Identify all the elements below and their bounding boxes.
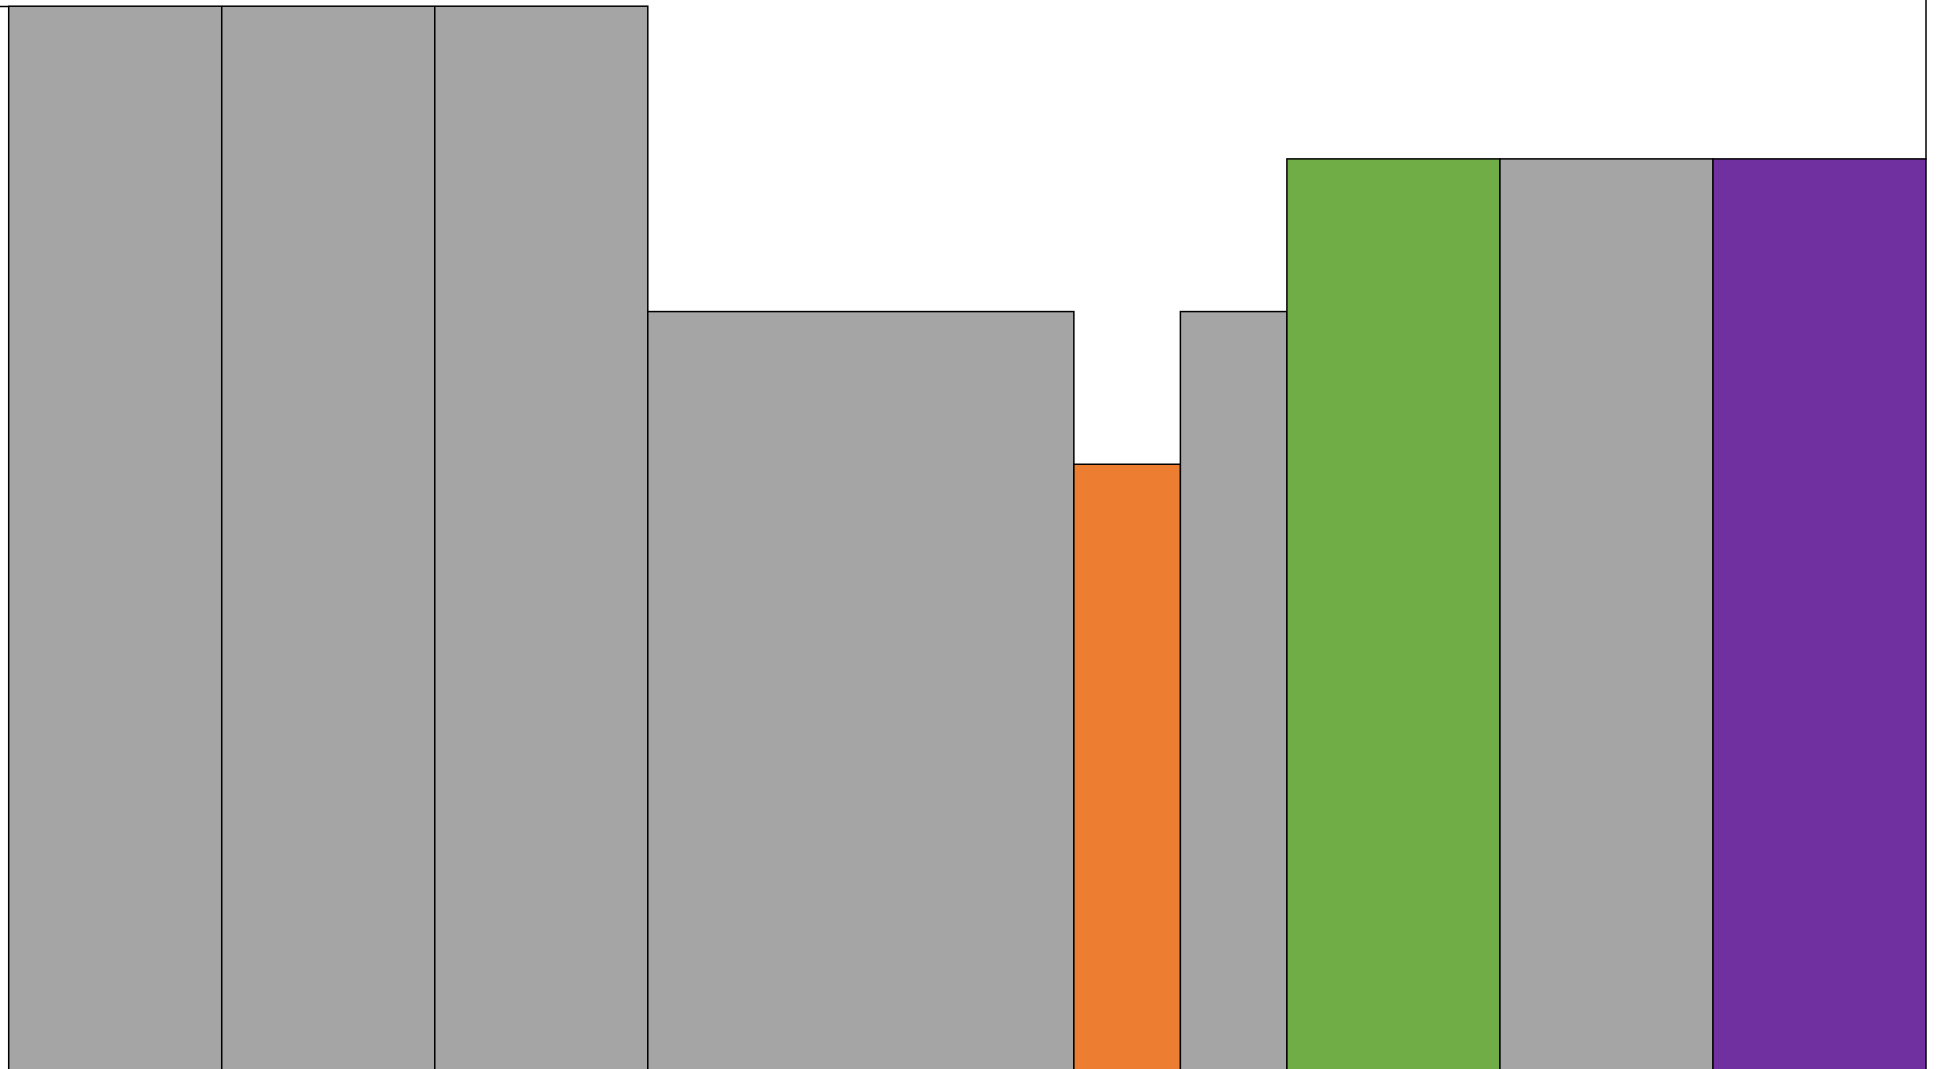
bar — [647, 310, 1075, 1069]
bar — [1712, 158, 1927, 1069]
bar — [434, 5, 649, 1069]
bar — [220, 5, 436, 1069]
bar — [1286, 158, 1501, 1069]
bar — [7, 5, 223, 1069]
bar — [1499, 158, 1714, 1069]
bar — [1179, 310, 1288, 1069]
bar — [1073, 463, 1182, 1069]
